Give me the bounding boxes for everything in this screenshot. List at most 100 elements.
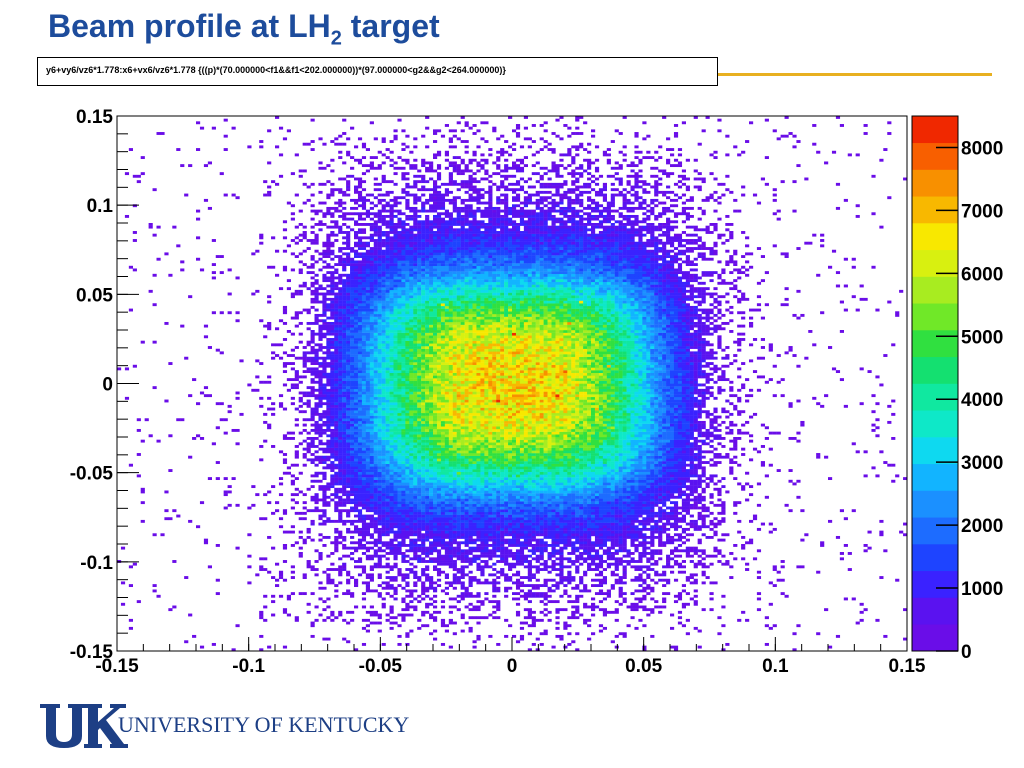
heatmap-cell [322, 458, 327, 462]
heatmap-cell [535, 541, 540, 545]
heatmap-cell [677, 453, 683, 456]
heatmap-cell [658, 535, 663, 539]
heatmap-cell [357, 501, 363, 505]
heatmap-cell [357, 541, 363, 545]
heatmap-cell [413, 597, 418, 601]
heatmap-cell [472, 485, 477, 489]
heatmap-cell [606, 517, 611, 521]
heatmap-cell [610, 514, 615, 518]
heatmap-cell [555, 552, 560, 555]
heatmap-cell [677, 597, 683, 601]
heatmap-cell [361, 514, 367, 518]
heatmap-cell [452, 474, 457, 478]
heatmap-cell [681, 469, 686, 472]
heatmap-cell [689, 453, 694, 456]
heatmap-cell [350, 557, 355, 561]
heatmap-cell [492, 487, 497, 491]
heatmap-cell [496, 560, 501, 563]
heatmap-cell [480, 565, 485, 569]
heatmap-cell [654, 466, 659, 470]
heatmap-cell [365, 461, 370, 464]
heatmap-cell [377, 576, 382, 579]
heatmap-cell [583, 517, 588, 521]
heatmap-cell [784, 594, 789, 598]
heatmap-cell [373, 477, 378, 481]
heatmap-cell [630, 506, 635, 510]
heatmap-cell [804, 533, 809, 537]
heatmap-cell [630, 557, 635, 561]
heatmap-cell [247, 581, 252, 585]
heatmap-cell [547, 519, 552, 523]
heatmap-cell [693, 589, 698, 593]
heatmap-cell [440, 463, 446, 467]
heatmap-cell [452, 549, 457, 553]
heatmap-cell [334, 490, 339, 494]
heatmap-cell [460, 471, 465, 475]
heatmap-cell [326, 487, 331, 491]
heatmap-cell [642, 479, 647, 483]
heatmap-cell [440, 557, 446, 561]
heatmap-cell [425, 514, 430, 518]
heatmap-cell [338, 477, 343, 481]
heatmap-cell [677, 621, 683, 625]
heatmap-cell [425, 525, 430, 529]
heatmap-cell [512, 509, 517, 513]
heatmap-cell [713, 482, 718, 486]
heatmap-cell [460, 557, 465, 561]
heatmap-cell [717, 632, 722, 636]
heatmap-cell [405, 589, 410, 593]
heatmap-cell [460, 519, 465, 523]
heatmap-cell [346, 471, 351, 475]
heatmap-cell [666, 517, 671, 521]
heatmap-cell [594, 592, 600, 596]
heatmap-cell [531, 624, 536, 628]
heatmap-cell [429, 503, 434, 507]
heatmap-cell [365, 624, 370, 628]
heatmap-cell [614, 498, 619, 502]
heatmap-cell [365, 474, 370, 478]
heatmap-cell [515, 495, 521, 499]
heatmap-cell [215, 461, 220, 464]
heatmap-cell [650, 568, 655, 571]
heatmap-cell [610, 525, 615, 529]
heatmap-cell [365, 455, 370, 459]
heatmap-cell [263, 557, 268, 561]
heatmap-cell [464, 557, 469, 561]
heatmap-cell [602, 626, 607, 630]
heatmap-cell [646, 573, 651, 577]
heatmap-cell [496, 541, 501, 545]
heatmap-cell [693, 490, 698, 494]
heatmap-cell [543, 458, 548, 462]
heatmap-cell [515, 554, 521, 558]
heatmap-cell [622, 519, 627, 523]
heatmap-cell [492, 594, 497, 598]
heatmap-cell [701, 522, 706, 526]
heatmap-cell [496, 463, 501, 467]
heatmap-cell [547, 485, 552, 489]
heatmap-cell [227, 490, 232, 494]
heatmap-cell [606, 493, 611, 497]
heatmap-cell [654, 605, 659, 609]
heatmap-cell [377, 514, 382, 518]
heatmap-cell [460, 597, 465, 601]
heatmap-cell [575, 568, 580, 571]
heatmap-cell [401, 527, 406, 531]
heatmap-cell [504, 471, 509, 475]
heatmap-cell [551, 589, 556, 593]
heatmap-cell [476, 482, 481, 486]
heatmap-cell [512, 447, 517, 451]
heatmap-cell [369, 506, 374, 510]
heatmap-cell [626, 482, 631, 486]
heatmap-cell [389, 469, 394, 472]
heatmap-cell [579, 490, 584, 494]
heatmap-cell [828, 645, 833, 649]
heatmap-cell [310, 565, 315, 569]
heatmap-cell [685, 546, 690, 550]
heatmap-cell [433, 466, 438, 470]
heatmap-cell [531, 573, 536, 577]
heatmap-cell [429, 581, 434, 585]
heatmap-cell [622, 632, 627, 636]
heatmap-cell [492, 541, 497, 545]
heatmap-cell [575, 600, 580, 604]
heatmap-cell [488, 538, 493, 542]
